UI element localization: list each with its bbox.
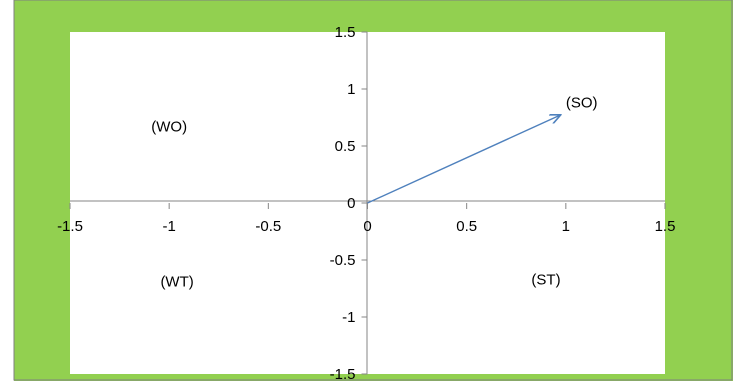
quadrant-label: (SO) [566,95,598,112]
y-tick-label: 1 [347,81,355,98]
tick-labels: -1.5 -1 -0.5 0 0.5 1 1.5 1.5 1 0.5 0 -0.5 -1 -1.5 [57,24,676,383]
x-tick-label: -1 [162,218,175,235]
y-tick-label: -1.5 [330,366,356,381]
quadrant-label: (WT) [160,274,193,291]
y-tick-label: -1 [342,309,355,326]
x-tick-label: 0 [363,218,371,235]
x-tick-label: -1.5 [57,218,83,235]
x-tick-label: 1.5 [655,218,676,235]
axis-ticks [69,31,666,375]
x-tick-label: 1 [562,218,570,235]
y-tick-label: 0 [347,195,355,212]
vector-series [367,115,560,204]
y-tick-label: -0.5 [330,252,356,269]
y-tick-label: 1.5 [335,24,356,41]
y-tick-label: 0.5 [335,138,356,155]
vector-arrow [367,115,560,204]
quadrant-labels: (SO) (WO) (WT) (ST) [151,95,597,291]
quadrant-label: (WO) [151,119,187,136]
x-tick-label: -0.5 [255,218,281,235]
chart-border [13,0,733,381]
x-tick-label: 0.5 [456,218,477,235]
quadrant-label: (ST) [531,271,560,288]
